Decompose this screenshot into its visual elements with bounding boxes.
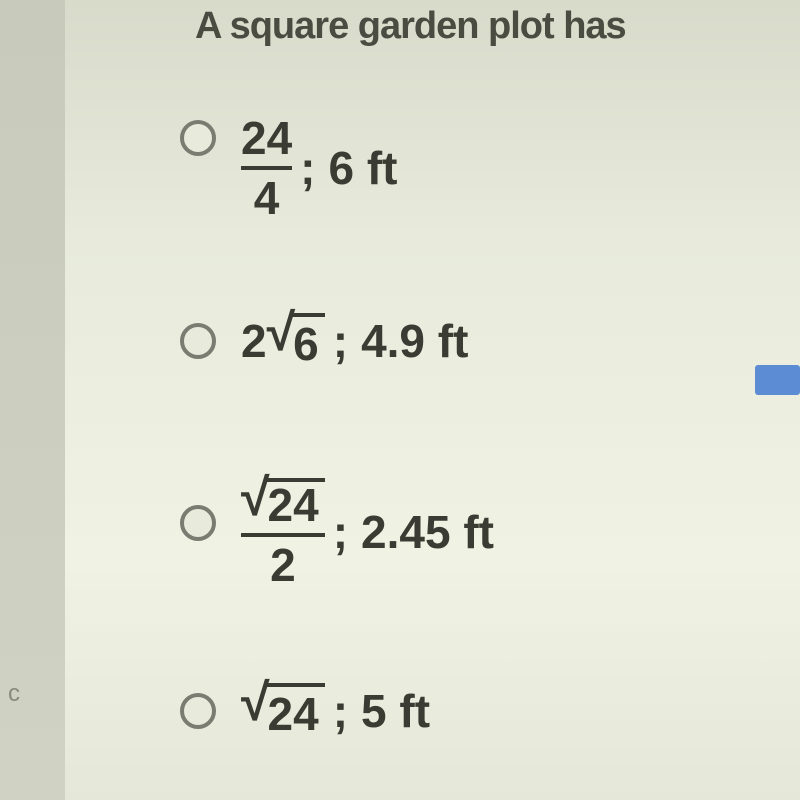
answer-value: 2.45 ft [361,505,494,559]
answer-value: 4.9 ft [361,314,468,368]
coefficient: 2 [241,314,267,368]
radio-button[interactable] [180,693,216,729]
radio-button[interactable] [180,323,216,359]
sqrt-expression: √ 6 [267,310,325,371]
sqrt-radicand: 24 [266,478,325,528]
separator: ; [333,505,348,559]
sqrt-expression: √ 24 [241,680,325,741]
radio-button[interactable] [180,120,216,156]
separator: ; [333,314,348,368]
sidebar-label: c [8,680,20,708]
answer-value: 6 ft [329,141,398,195]
option-content: √ 24 ; 5 ft [241,680,430,741]
sqrt-expression: √ 24 [241,475,325,528]
fraction: 24 4 [241,115,292,221]
answer-option-3[interactable]: √ 24 2 ; 2.45 ft [180,475,494,588]
fraction-bar [241,166,292,170]
radio-button[interactable] [180,505,216,541]
denominator: 4 [254,173,280,221]
answer-option-2[interactable]: 2 √ 6 ; 4.9 ft [180,310,468,371]
answer-value: 5 ft [361,684,430,738]
separator: ; [300,141,315,195]
numerator: 24 [241,115,292,163]
numerator: √ 24 [241,475,325,530]
sqrt-radicand: 24 [266,683,325,741]
answer-option-4[interactable]: √ 24 ; 5 ft [180,680,430,741]
option-content: 2 √ 6 ; 4.9 ft [241,310,468,371]
sqrt-radicand: 6 [291,313,325,371]
content-area: A square garden plot has 24 4 ; 6 ft 2 √… [65,0,800,800]
fraction-bar [241,533,325,537]
question-header: A square garden plot has [195,5,626,48]
denominator: 2 [270,540,296,588]
separator: ; [333,684,348,738]
answer-option-1[interactable]: 24 4 ; 6 ft [180,115,398,221]
fraction: √ 24 2 [241,475,325,588]
option-content: √ 24 2 ; 2.45 ft [241,475,494,588]
right-accent-element [755,365,800,395]
option-content: 24 4 ; 6 ft [241,115,398,221]
